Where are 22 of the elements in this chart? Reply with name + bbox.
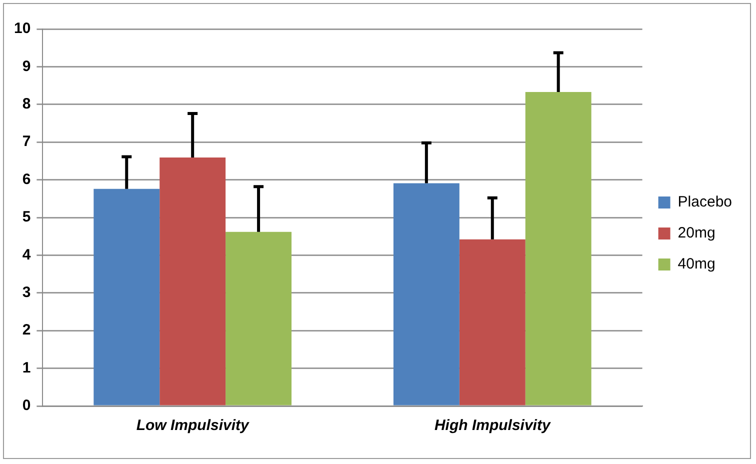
y-tick-label: 8: [22, 96, 31, 113]
y-tick-label: 3: [22, 284, 31, 302]
bar: [459, 239, 526, 406]
bar: [393, 183, 460, 406]
y-tick-label: 6: [22, 170, 31, 188]
y-tick-label: 0: [22, 397, 31, 414]
bar: [226, 232, 292, 406]
y-tick-label: 2: [22, 322, 31, 339]
y-tick-label: 9: [22, 58, 31, 75]
x-tick-label: High Impulsivity: [434, 417, 551, 434]
bar: [94, 188, 160, 406]
y-tick-label: 4: [22, 246, 32, 264]
y-tick-label: 5: [22, 208, 31, 226]
bar: [525, 92, 592, 406]
legend-label: 20mg: [678, 224, 716, 242]
bar: [160, 158, 226, 406]
x-tick-label: Low Impulsivity: [136, 417, 250, 434]
legend-label: Placebo: [678, 194, 732, 211]
y-tick-label: 7: [22, 133, 31, 150]
y-tick-label: 1: [22, 359, 31, 376]
y-tick-label: 10: [14, 20, 31, 38]
legend-label: 40mg: [678, 256, 716, 273]
